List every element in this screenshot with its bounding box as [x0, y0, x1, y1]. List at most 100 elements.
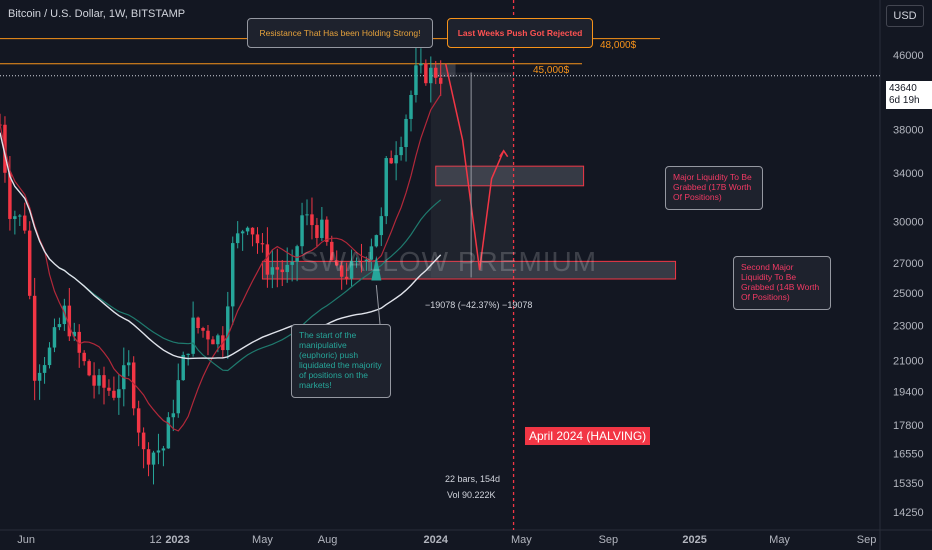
- candle-body: [131, 362, 136, 409]
- candle-body: [265, 244, 270, 275]
- candle-body: [290, 261, 294, 265]
- euphoric-annotation: The start of the manipulative (euphoric)…: [291, 324, 391, 398]
- candle-body: [0, 124, 2, 126]
- x-tick-label: 12: [150, 534, 162, 546]
- projection-path: [444, 63, 505, 271]
- candle-body: [97, 375, 101, 386]
- candle-countdown: 6d 19h: [889, 95, 920, 106]
- candle-body: [37, 372, 42, 381]
- rejected-annotation: Last Weeks Push Got Rejected: [447, 18, 593, 48]
- annotation-connector: [375, 285, 381, 325]
- y-tick-label: 30000: [893, 217, 924, 229]
- candle-body: [166, 417, 171, 449]
- candle-body: [260, 243, 265, 245]
- candle-body: [151, 452, 156, 465]
- candle-body: [359, 260, 364, 262]
- x-tick-label: May: [511, 534, 532, 546]
- projection-arrowhead: [499, 149, 509, 158]
- level-48000-label: 48,000$: [600, 40, 637, 51]
- candle-body: [57, 324, 62, 328]
- candle-body: [18, 215, 22, 217]
- candle-body: [300, 215, 304, 247]
- candle-body: [231, 243, 235, 307]
- x-tick-label: Aug: [318, 534, 338, 546]
- candle-body: [354, 260, 359, 262]
- y-tick-label: 15350: [893, 478, 924, 490]
- candle-body: [67, 305, 72, 337]
- candle-body: [339, 265, 344, 277]
- currency-button[interactable]: USD: [886, 5, 924, 27]
- candle-body: [112, 390, 116, 398]
- candle-body: [107, 387, 111, 391]
- candle-body: [424, 63, 428, 84]
- resistance-text: Resistance That Has been Holding Strong!: [259, 28, 421, 38]
- measure-box: [430, 72, 514, 278]
- candle-body: [146, 449, 151, 465]
- candle-body: [310, 214, 314, 226]
- candle-body: [42, 365, 47, 373]
- x-tick-label: May: [769, 534, 790, 546]
- candle-body: [72, 331, 77, 337]
- candle-body: [379, 216, 384, 236]
- x-tick-label: Sep: [857, 534, 877, 546]
- watermark: SWALLOW PREMIUM: [300, 246, 598, 277]
- candle-body: [13, 216, 17, 219]
- candle-body: [196, 317, 200, 329]
- candle-body: [414, 65, 418, 95]
- y-tick-label: 21000: [893, 356, 924, 368]
- candle-body: [127, 362, 131, 366]
- candle-body: [409, 94, 413, 119]
- candle-body: [201, 328, 205, 331]
- candle-body: [419, 63, 423, 66]
- candle-body: [216, 335, 220, 345]
- candle-body: [82, 352, 86, 362]
- y-tick-label: 17800: [893, 420, 924, 432]
- level-45000-label: 45,000$: [533, 65, 570, 76]
- x-tick-label: Sep: [599, 534, 619, 546]
- y-tick-label: 34000: [893, 168, 924, 180]
- liquidity1-annotation: Major Liquidity To Be Grabbed (17B Worth…: [665, 166, 763, 210]
- candle-body: [32, 295, 37, 381]
- x-tick-label: 2025: [682, 534, 706, 546]
- candle-body: [235, 233, 240, 244]
- halving-label: April 2024 (HALVING): [525, 427, 651, 445]
- symbol-title: Bitcoin / U.S. Dollar, 1W, BITSTAMP: [8, 8, 186, 20]
- candle-body: [384, 158, 388, 217]
- candle-body: [295, 246, 299, 262]
- candle-body: [280, 269, 284, 273]
- bars-label: 22 bars, 154d: [445, 474, 501, 484]
- measure-label: −19078 (−42.37%) −19078: [425, 300, 533, 310]
- candle-body: [8, 172, 12, 219]
- candle-body: [141, 432, 146, 450]
- candle-body: [62, 305, 67, 325]
- y-tick-label: 14250: [893, 507, 924, 519]
- candle-body: [181, 354, 185, 381]
- y-tick-label: 27000: [893, 258, 924, 270]
- candle-body: [191, 317, 195, 354]
- y-tick-label: 46000: [893, 50, 924, 62]
- candle-body: [255, 234, 260, 244]
- liquidity1-text: Major Liquidity To Be Grabbed (17B Worth…: [673, 172, 752, 202]
- y-tick-label: 19400: [893, 387, 924, 399]
- liquidity2-annotation: Second Major Liquidity To Be Grabbed (14…: [733, 256, 831, 310]
- candle-body: [211, 339, 215, 345]
- candle-body: [92, 375, 96, 386]
- candle-body: [250, 227, 255, 235]
- candle-body: [176, 380, 180, 414]
- candle-body: [117, 389, 121, 398]
- candle-body: [156, 450, 161, 453]
- candle-body: [315, 225, 319, 238]
- ma-red-line: [0, 94, 442, 432]
- x-tick-label: May: [252, 534, 273, 546]
- y-tick-label: 16550: [893, 449, 924, 461]
- candle-body: [438, 77, 443, 84]
- y-tick-label: 38000: [893, 125, 924, 137]
- candle-body: [27, 230, 32, 296]
- liquidity2-text: Second Major Liquidity To Be Grabbed (14…: [741, 262, 820, 302]
- candle-body: [161, 448, 166, 451]
- candle-body: [364, 259, 369, 262]
- candle-body: [275, 267, 280, 270]
- candle-body: [52, 327, 57, 348]
- x-tick-label: Jun: [17, 534, 35, 546]
